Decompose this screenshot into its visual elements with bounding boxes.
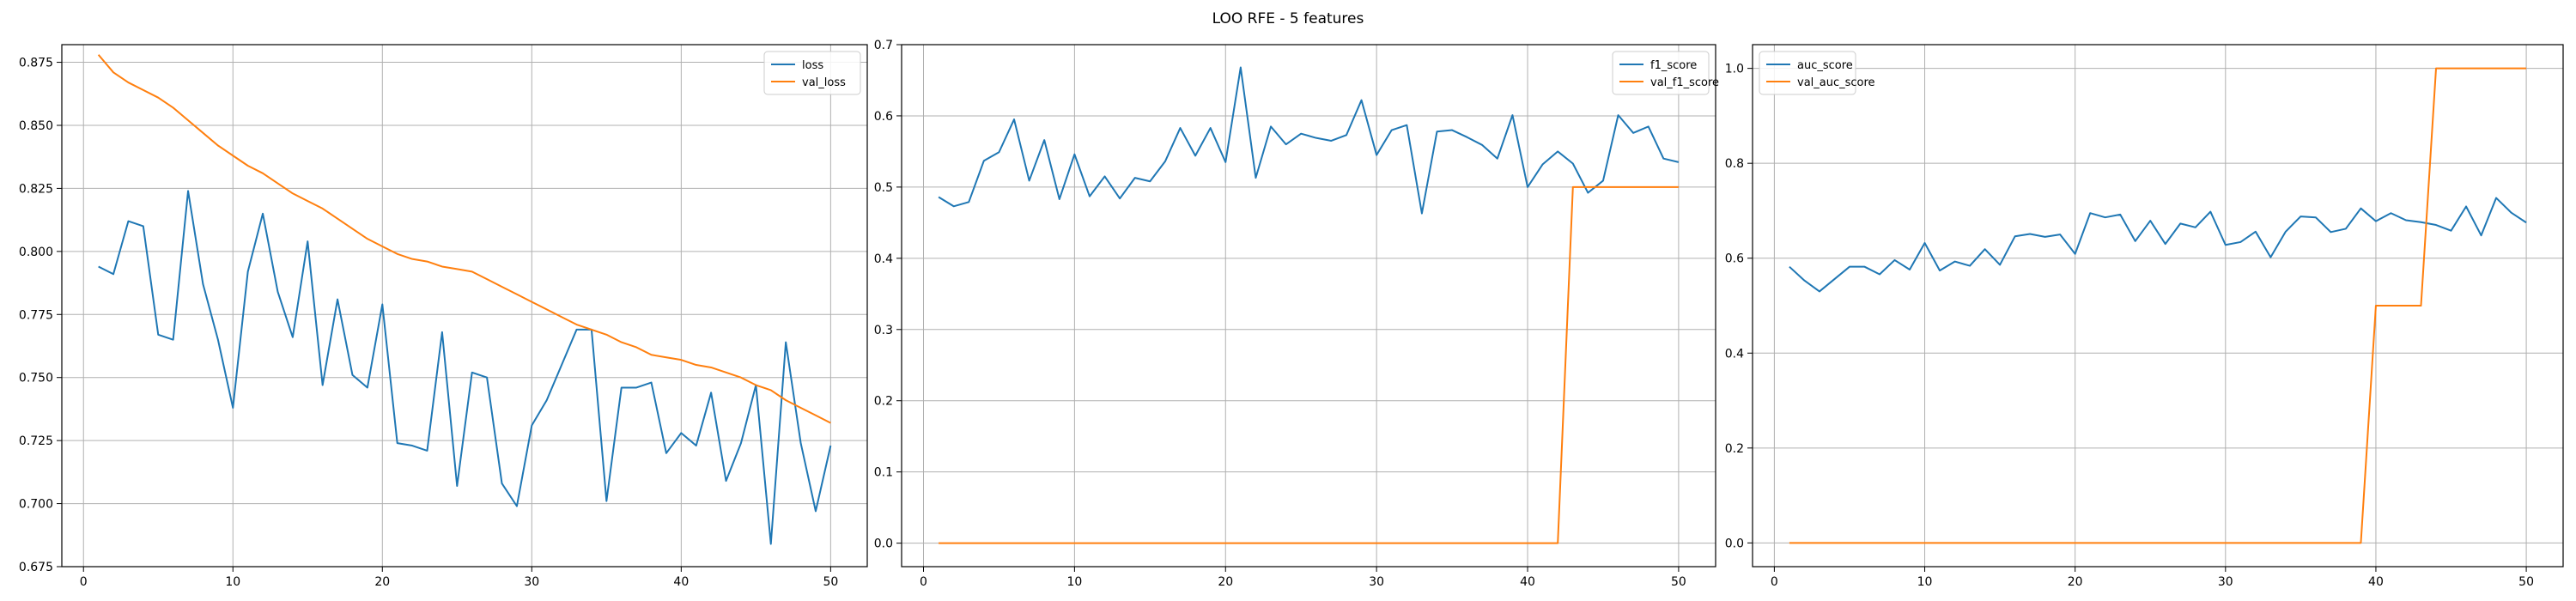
legend-label: val_auc_score [1797, 76, 1875, 89]
y-tick-label: 0.2 [874, 395, 893, 409]
x-tick-label: 0 [80, 575, 88, 589]
x-tick-label: 30 [524, 575, 539, 589]
y-tick-label: 0.775 [19, 308, 53, 322]
x-tick-label: 20 [2068, 575, 2083, 589]
y-tick-label: 1.0 [1725, 63, 1744, 76]
series-line-val_loss [97, 54, 831, 424]
axes-frame [1752, 44, 2564, 568]
legend-box [1612, 51, 1710, 95]
subplot-1: 0 10 20 30 40 50 0.675 0.700 0.725 0.750 0.775 0.80… [19, 44, 868, 589]
legend: auc_score val_auc_score [1759, 51, 1875, 95]
x-tick-label: 30 [2218, 575, 2233, 589]
y-tick-label: 0.1 [874, 466, 893, 480]
x-tick-label: 20 [374, 575, 390, 589]
subplot-3: 0 10 20 30 40 50 0.0 0.2 0.4 0.6 0.8 1.0 auc_scoreva… [1725, 44, 2564, 589]
legend: loss val_loss [763, 51, 861, 95]
x-tick-label: 40 [1520, 575, 1535, 589]
y-tick-label: 0.4 [874, 252, 893, 266]
x-tick-label: 50 [2518, 575, 2534, 589]
y-tick-label: 0.5 [874, 181, 893, 195]
y-tick-label: 0.725 [19, 434, 53, 448]
x-tick-label: 0 [1771, 575, 1778, 589]
legend-label: auc_score [1797, 59, 1853, 72]
y-tick-label: 0.0 [1725, 537, 1744, 550]
x-tick-label: 30 [1369, 575, 1384, 589]
y-tick-label: 0.7 [874, 39, 893, 52]
legend-box [1759, 51, 1856, 95]
x-tick-label: 20 [1218, 575, 1233, 589]
series-line-auc_score [1789, 197, 2527, 293]
series-line-f1_score [938, 66, 1680, 215]
y-tick-label: 0.700 [19, 498, 53, 512]
y-tick-label: 0.4 [1725, 347, 1744, 361]
legend-label: val_loss [802, 76, 846, 89]
subplot-2: 0 10 20 30 40 50 0.0 0.1 0.2 0.3 0.4 0.5 0.6 0.7 f1_sc… [874, 39, 1719, 589]
series-line-val_auc_score [1789, 67, 2527, 544]
x-tick-label: 0 [920, 575, 927, 589]
x-tick-label: 40 [2368, 575, 2384, 589]
y-tick-label: 0.875 [19, 57, 53, 70]
y-tick-label: 0.6 [874, 110, 893, 124]
legend-box [763, 51, 861, 95]
y-tick-label: 0.750 [19, 372, 53, 385]
y-tick-label: 0.0 [874, 537, 893, 551]
y-tick-label: 0.6 [1725, 252, 1744, 266]
series-line-loss [98, 190, 832, 545]
x-tick-label: 50 [1671, 575, 1686, 589]
y-tick-label: 0.3 [874, 324, 893, 337]
legend-label: f1_score [1650, 59, 1697, 72]
x-tick-label: 40 [673, 575, 689, 589]
axes-frame [61, 44, 868, 568]
y-tick-label: 0.800 [19, 246, 53, 259]
y-tick-label: 0.675 [19, 561, 53, 574]
x-tick-label: 10 [1917, 575, 1933, 589]
x-tick-label: 10 [225, 575, 240, 589]
y-tick-label: 0.8 [1725, 157, 1744, 171]
x-tick-label: 10 [1066, 575, 1082, 589]
y-tick-label: 0.825 [19, 182, 53, 196]
y-tick-label: 0.850 [19, 119, 53, 133]
figure-title: LOO RFE - 5 features [1212, 10, 1364, 27]
series-line-val_f1_score [939, 185, 1679, 544]
legend-label: val_f1_score [1650, 76, 1719, 89]
axes-frame [901, 44, 1716, 568]
x-tick-label: 50 [823, 575, 838, 589]
legend-label: loss [802, 59, 823, 72]
y-tick-label: 0.2 [1725, 442, 1744, 456]
legend: f1_score val_f1_score [1612, 51, 1719, 95]
